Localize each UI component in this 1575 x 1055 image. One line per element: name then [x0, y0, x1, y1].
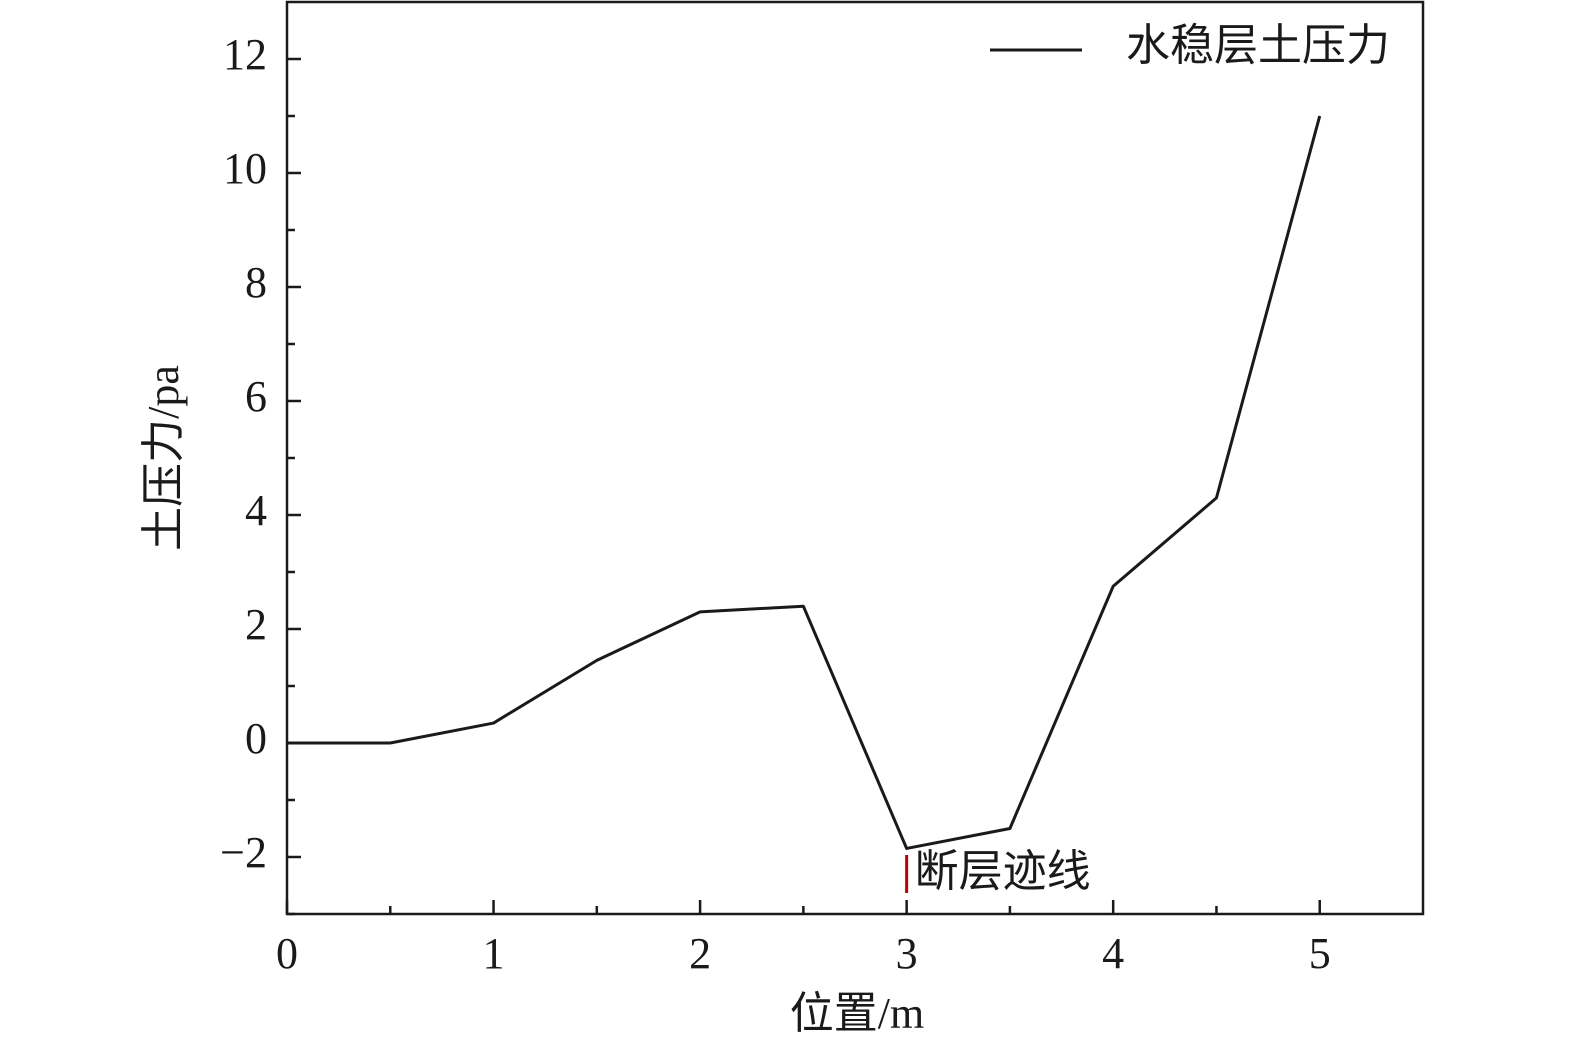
y-tick-label: 4	[245, 486, 267, 535]
legend-label: 水稳层土压力	[1126, 21, 1390, 70]
annotation-label: 断层迹线	[915, 847, 1091, 896]
data-line	[287, 115, 1322, 850]
x-tick-label: 0	[276, 929, 298, 978]
y-tick-label: 2	[245, 600, 267, 649]
y-tick-label: 12	[223, 30, 267, 79]
x-axis-label: 位置/m	[790, 989, 924, 1038]
x-tick-label: 3	[896, 929, 918, 978]
y-tick-label: 10	[223, 144, 267, 193]
y-tick-label: 0	[245, 714, 267, 763]
y-tick-label: −2	[220, 828, 267, 877]
plot-frame	[285, 0, 1425, 916]
x-tick-label: 5	[1309, 929, 1331, 978]
x-tick-label: 2	[689, 929, 711, 978]
x-tick-label: 4	[1102, 929, 1124, 978]
y-tick-label: 8	[245, 258, 267, 307]
x-tick-label: 1	[483, 929, 505, 978]
y-tick-label: 6	[245, 372, 267, 421]
y-axis-label: 土压力/pa	[139, 365, 188, 551]
